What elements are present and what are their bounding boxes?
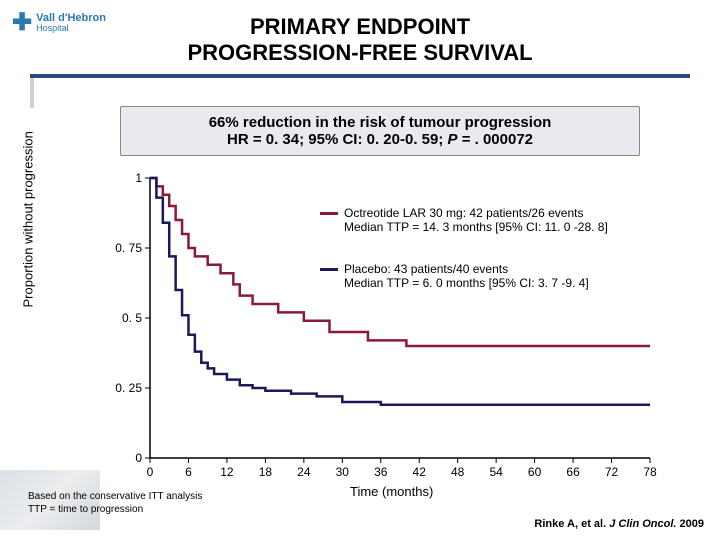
y-axis-label: Proportion without progression: [21, 131, 36, 307]
legend-placebo: Placebo: 43 patients/40 events Median TT…: [320, 262, 589, 294]
svg-text:72: 72: [605, 465, 619, 479]
svg-text:0. 75: 0. 75: [115, 241, 142, 255]
legend-octreotide: Octreotide LAR 30 mg: 42 patients/26 eve…: [320, 206, 608, 238]
svg-text:42: 42: [413, 465, 427, 479]
page-title: PRIMARY ENDPOINT PROGRESSION-FREE SURVIV…: [0, 14, 720, 67]
legend-swatch-placebo: [320, 268, 338, 271]
svg-text:54: 54: [489, 465, 503, 479]
legend-plac-l1: Placebo: 43 patients/40 events: [344, 262, 589, 276]
svg-text:0. 5: 0. 5: [122, 311, 142, 325]
citation: Rinke A, et al. J Clin Oncol. 2009: [534, 518, 704, 530]
svg-text:6: 6: [185, 465, 192, 479]
svg-text:60: 60: [528, 465, 542, 479]
footnote: Based on the conservative ITT analysis T…: [28, 490, 202, 516]
legend-oct-l1: Octreotide LAR 30 mg: 42 patients/26 eve…: [344, 206, 608, 220]
svg-text:18: 18: [259, 465, 273, 479]
x-axis-label: Time (months): [350, 484, 433, 499]
title-line2: PROGRESSION-FREE SURVIVAL: [187, 40, 532, 65]
legend-plac-l2: Median TTP = 6. 0 months [95% CI: 3. 7 -…: [344, 276, 589, 290]
result-banner: 66% reduction in the risk of tumour prog…: [120, 106, 640, 156]
legend-oct-l2: Median TTP = 14. 3 months [95% CI: 11. 0…: [344, 220, 608, 234]
svg-text:66: 66: [566, 465, 580, 479]
svg-text:78: 78: [643, 465, 657, 479]
side-accent: [30, 78, 34, 108]
svg-text:1: 1: [135, 171, 142, 185]
svg-text:36: 36: [374, 465, 388, 479]
banner-line1: 66% reduction in the risk of tumour prog…: [131, 114, 629, 131]
svg-text:12: 12: [220, 465, 234, 479]
banner-line2: HR = 0. 34; 95% CI: 0. 20-0. 59; P = . 0…: [131, 131, 629, 148]
svg-text:0: 0: [135, 451, 142, 465]
title-underline: [30, 74, 690, 78]
footnote-l1: Based on the conservative ITT analysis: [28, 490, 202, 503]
title-line1: PRIMARY ENDPOINT: [250, 14, 470, 39]
legend-swatch-octreotide: [320, 212, 338, 215]
svg-text:48: 48: [451, 465, 465, 479]
footnote-l2: TTP = time to progression: [28, 503, 202, 516]
svg-text:30: 30: [336, 465, 350, 479]
svg-text:0: 0: [147, 465, 154, 479]
svg-text:24: 24: [297, 465, 311, 479]
svg-text:0. 25: 0. 25: [115, 381, 142, 395]
